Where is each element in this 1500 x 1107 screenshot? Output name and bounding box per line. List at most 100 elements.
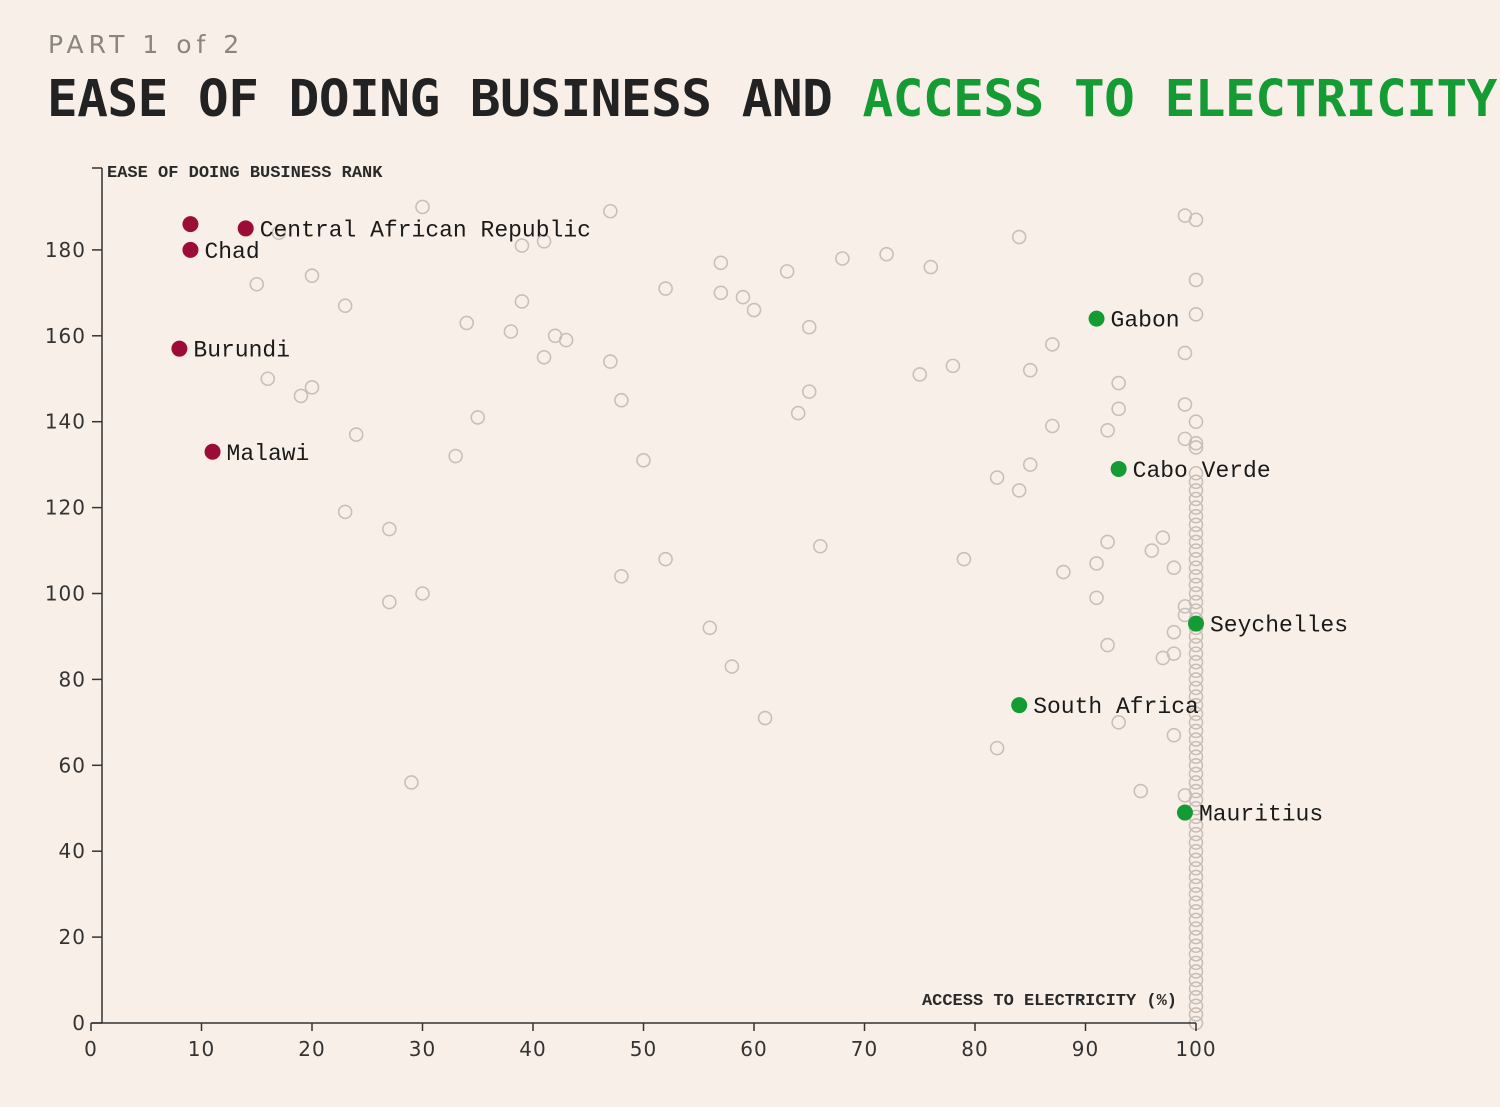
data-point	[1056, 564, 1071, 580]
data-point	[1022, 362, 1038, 378]
data-point	[1188, 483, 1204, 498]
data-point	[1144, 543, 1160, 558]
data-point	[1188, 500, 1204, 515]
highlight-point	[1110, 460, 1127, 477]
data-point	[989, 740, 1005, 756]
data-point	[1188, 964, 1204, 979]
data-point	[1188, 517, 1204, 533]
data-point	[1188, 981, 1204, 996]
data-point	[404, 775, 419, 790]
x-tick-label: 80	[961, 1037, 988, 1061]
data-point	[1188, 706, 1204, 722]
data-point	[1188, 852, 1204, 868]
data-point	[1188, 792, 1204, 807]
data-point	[304, 268, 320, 283]
data-point	[1188, 826, 1204, 842]
data-point	[713, 285, 729, 301]
highlight-point	[182, 216, 199, 233]
data-point	[1188, 938, 1204, 953]
data-point	[1188, 697, 1204, 713]
data-point	[1188, 861, 1204, 876]
data-point	[1022, 457, 1038, 472]
data-point	[1188, 272, 1204, 288]
data-point	[1100, 534, 1115, 550]
data-point	[1166, 560, 1182, 576]
data-point	[459, 315, 475, 331]
data-point	[1166, 624, 1182, 640]
data-point	[415, 586, 430, 601]
data-point	[1188, 440, 1204, 455]
data-point	[558, 332, 574, 348]
data-point	[779, 264, 795, 279]
data-point	[1188, 723, 1204, 739]
data-point	[1100, 422, 1115, 438]
data-point	[1188, 972, 1204, 988]
data-point	[702, 620, 718, 636]
highlight-point	[1176, 804, 1193, 821]
data-point	[989, 470, 1005, 485]
x-tick-label: 30	[409, 1037, 436, 1061]
data-point	[503, 324, 519, 339]
data-point	[879, 246, 894, 262]
data-point	[304, 380, 320, 395]
x-tick-label: 0	[84, 1037, 98, 1061]
x-axis-title: ACCESS TO ELECTRICITY (%)	[922, 992, 1177, 1011]
data-point	[293, 388, 309, 404]
x-tick-label: 70	[851, 1037, 878, 1061]
data-point	[1188, 775, 1204, 790]
data-point	[1111, 715, 1126, 730]
data-point	[1188, 757, 1204, 773]
data-point	[1188, 680, 1204, 696]
data-point	[1166, 646, 1182, 661]
data-point	[1188, 435, 1204, 451]
data-point	[658, 281, 673, 296]
x-tick-label: 40	[519, 1037, 546, 1061]
data-point	[514, 294, 530, 309]
data-point	[923, 259, 939, 275]
data-point	[1045, 418, 1060, 434]
y-tick-label: 120	[45, 496, 86, 520]
data-point	[1188, 526, 1204, 541]
x-tick-label: 60	[740, 1037, 767, 1061]
data-point	[1188, 646, 1204, 661]
data-point	[1188, 307, 1204, 322]
axes: 0 10 20 30 40 50 60 70 80 90 100 0 20 40 60 80 100 120 140…	[45, 167, 1216, 1061]
other-points	[249, 199, 1204, 1031]
data-point	[1100, 637, 1115, 653]
data-point	[1188, 491, 1204, 507]
data-point	[1188, 465, 1204, 481]
data-point	[945, 358, 961, 374]
data-point	[1188, 955, 1204, 971]
data-point	[1011, 229, 1027, 245]
data-point	[1188, 551, 1204, 567]
y-tick-label: 160	[45, 324, 86, 348]
data-point	[812, 538, 828, 554]
data-point	[470, 410, 486, 425]
data-point	[1188, 921, 1204, 936]
data-point	[1188, 569, 1204, 584]
x-tick-label: 20	[298, 1037, 325, 1061]
highlight-point	[237, 220, 254, 237]
data-point	[1188, 783, 1204, 799]
highlight-point	[1188, 615, 1204, 632]
point-label: South Africa	[1033, 694, 1199, 720]
y-tick-label: 0	[72, 1011, 86, 1035]
data-point	[1188, 594, 1204, 610]
data-point	[1111, 401, 1126, 417]
x-tick-label: 50	[630, 1037, 657, 1061]
data-point	[1089, 590, 1104, 606]
data-point	[1111, 375, 1126, 391]
data-point	[1188, 1007, 1204, 1022]
data-point	[1089, 556, 1104, 571]
point-label: Mauritius	[1199, 802, 1323, 828]
data-point	[835, 251, 850, 266]
data-point	[1188, 672, 1204, 687]
data-point	[1188, 929, 1204, 945]
data-point	[1188, 689, 1204, 704]
y-axis-title: EASE OF DOING BUSINESS RANK	[107, 164, 383, 183]
data-point	[746, 302, 762, 318]
point-label: Chad	[204, 239, 259, 265]
data-point	[1188, 886, 1204, 902]
title-accent: ACCESS TO ELECTRICITY	[862, 70, 1498, 129]
